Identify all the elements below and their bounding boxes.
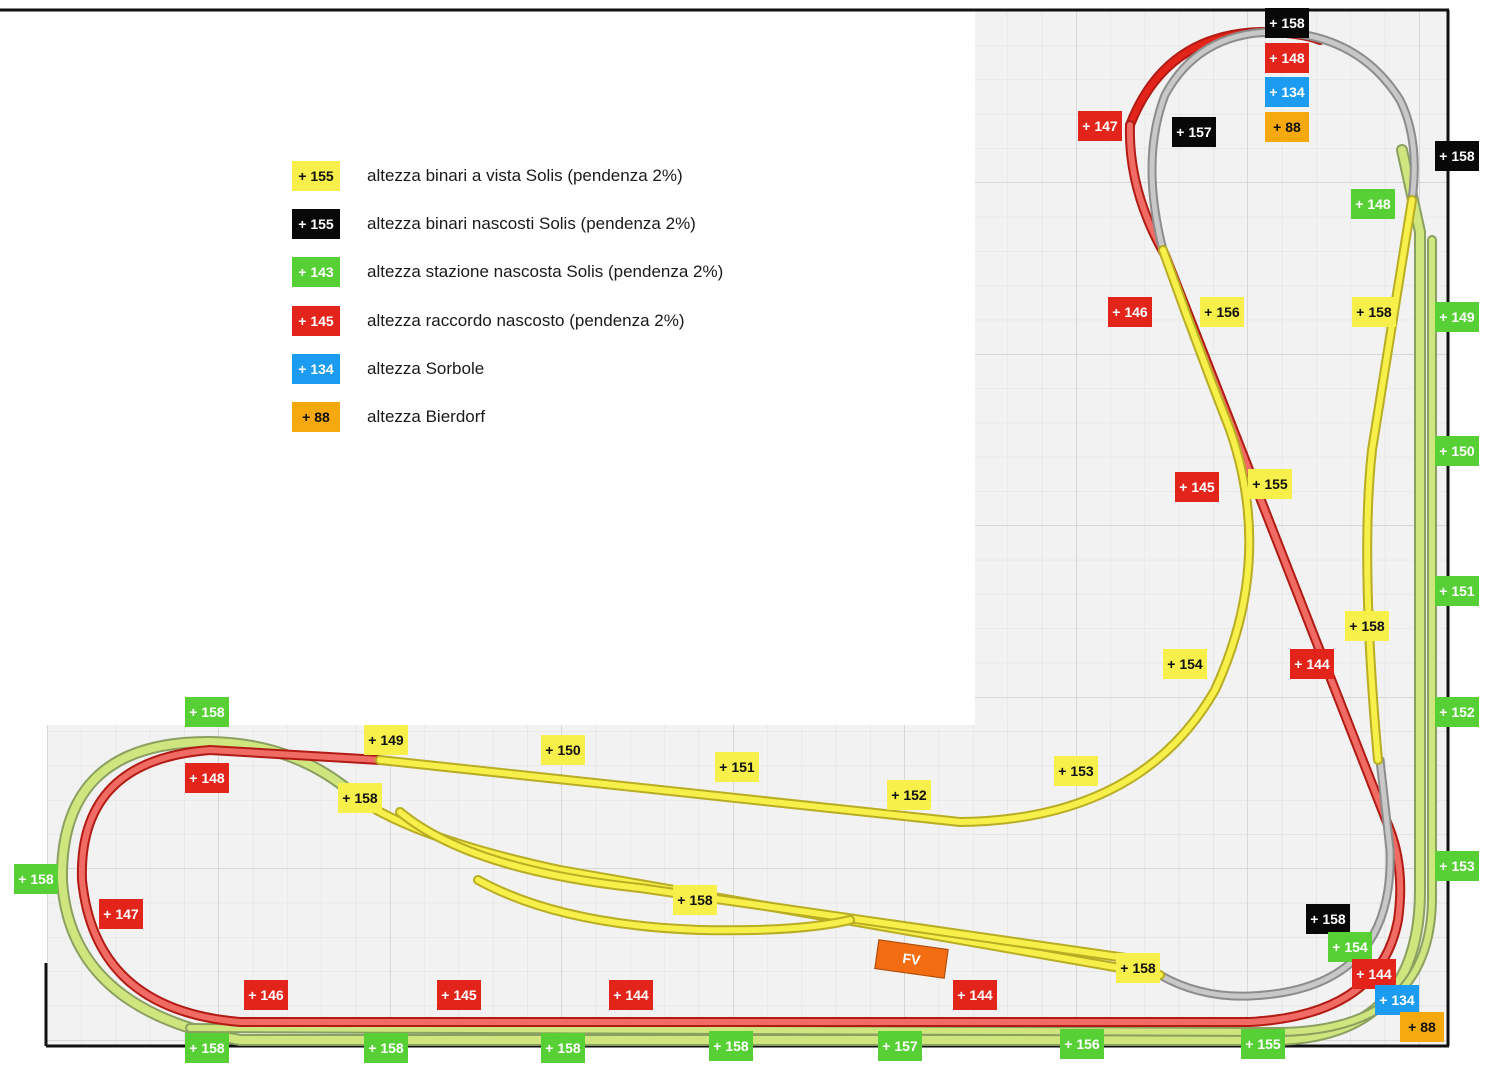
height-marker: + 145	[1175, 472, 1219, 502]
height-marker: + 144	[953, 980, 997, 1010]
height-marker: + 144	[609, 980, 653, 1010]
height-marker: + 144	[1352, 959, 1396, 989]
height-marker: + 146	[1108, 297, 1152, 327]
height-marker: + 151	[715, 752, 759, 782]
height-marker: + 149	[364, 725, 408, 755]
legend-swatch: + 143	[292, 257, 340, 287]
legend-label: altezza binari nascosti Solis (pendenza …	[367, 214, 696, 233]
height-marker: + 157	[1172, 117, 1216, 147]
height-marker: + 147	[1078, 111, 1122, 141]
legend-swatch: + 134	[292, 354, 340, 384]
height-marker: + 158	[1345, 611, 1389, 641]
legend-label: altezza binari a vista Solis (pendenza 2…	[367, 166, 683, 185]
height-marker: + 158	[1435, 141, 1479, 171]
legend-label: altezza raccordo nascosto (pendenza 2%)	[367, 311, 685, 330]
height-marker: + 152	[887, 780, 931, 810]
legend-row-hidden-solis: + 155 altezza binari nascosti Solis (pen…	[292, 209, 696, 239]
height-marker: + 155	[1248, 469, 1292, 499]
legend-row-hidden-siding: + 145 altezza raccordo nascosto (pendenz…	[292, 306, 685, 336]
height-marker: + 158	[541, 1033, 585, 1063]
legend-row-bierdorf: + 88 altezza Bierdorf	[292, 402, 485, 432]
height-marker: + 158	[364, 1033, 408, 1063]
legend-row-hidden-station: + 143 altezza stazione nascosta Solis (p…	[292, 257, 723, 287]
station-building-label: FV	[901, 949, 922, 969]
baseboard	[47, 11, 1448, 1046]
height-marker: + 145	[437, 980, 481, 1010]
height-marker: + 150	[541, 735, 585, 765]
height-marker: + 150	[1435, 436, 1479, 466]
height-marker: + 158	[1265, 8, 1309, 38]
height-marker: + 134	[1265, 77, 1309, 107]
height-marker: + 147	[99, 899, 143, 929]
height-marker: + 152	[1435, 697, 1479, 727]
height-marker: + 158	[1306, 904, 1350, 934]
height-marker: + 134	[1375, 985, 1419, 1015]
legend-swatch: + 145	[292, 306, 340, 336]
legend-label: altezza Bierdorf	[367, 407, 486, 426]
height-marker: + 153	[1435, 851, 1479, 881]
height-marker: + 158	[14, 864, 58, 894]
legend-swatch: + 155	[292, 161, 340, 191]
height-marker: + 156	[1200, 297, 1244, 327]
height-marker: + 153	[1054, 756, 1098, 786]
height-marker: + 144	[1290, 649, 1334, 679]
height-marker: + 158	[709, 1031, 753, 1061]
height-marker: + 158	[185, 697, 229, 727]
legend-label: altezza stazione nascosta Solis (pendenz…	[367, 262, 724, 281]
height-marker: + 158	[1352, 297, 1396, 327]
height-marker: + 146	[244, 980, 288, 1010]
legend-label: altezza Sorbole	[367, 359, 485, 378]
height-marker: + 148	[185, 763, 229, 793]
height-marker: + 148	[1265, 43, 1309, 73]
height-marker: + 154	[1328, 932, 1372, 962]
height-marker: + 154	[1163, 649, 1207, 679]
height-marker: + 158	[1116, 953, 1160, 983]
legend-swatch: + 88	[292, 402, 340, 432]
legend-row-sorbole: + 134 altezza Sorbole	[292, 354, 484, 384]
height-marker: + 148	[1351, 189, 1395, 219]
legend-row-visible-solis: + 155 altezza binari a vista Solis (pend…	[292, 161, 683, 191]
height-marker: + 158	[338, 783, 382, 813]
height-marker: + 158	[673, 885, 717, 915]
legend-swatch: + 155	[292, 209, 340, 239]
height-marker: + 155	[1241, 1029, 1285, 1059]
height-marker: + 88	[1265, 112, 1309, 142]
height-marker: + 157	[878, 1031, 922, 1061]
height-marker: + 156	[1060, 1029, 1104, 1059]
height-marker: + 151	[1435, 576, 1479, 606]
height-marker: + 158	[185, 1033, 229, 1063]
height-marker: + 149	[1435, 302, 1479, 332]
height-marker: + 88	[1400, 1012, 1444, 1042]
